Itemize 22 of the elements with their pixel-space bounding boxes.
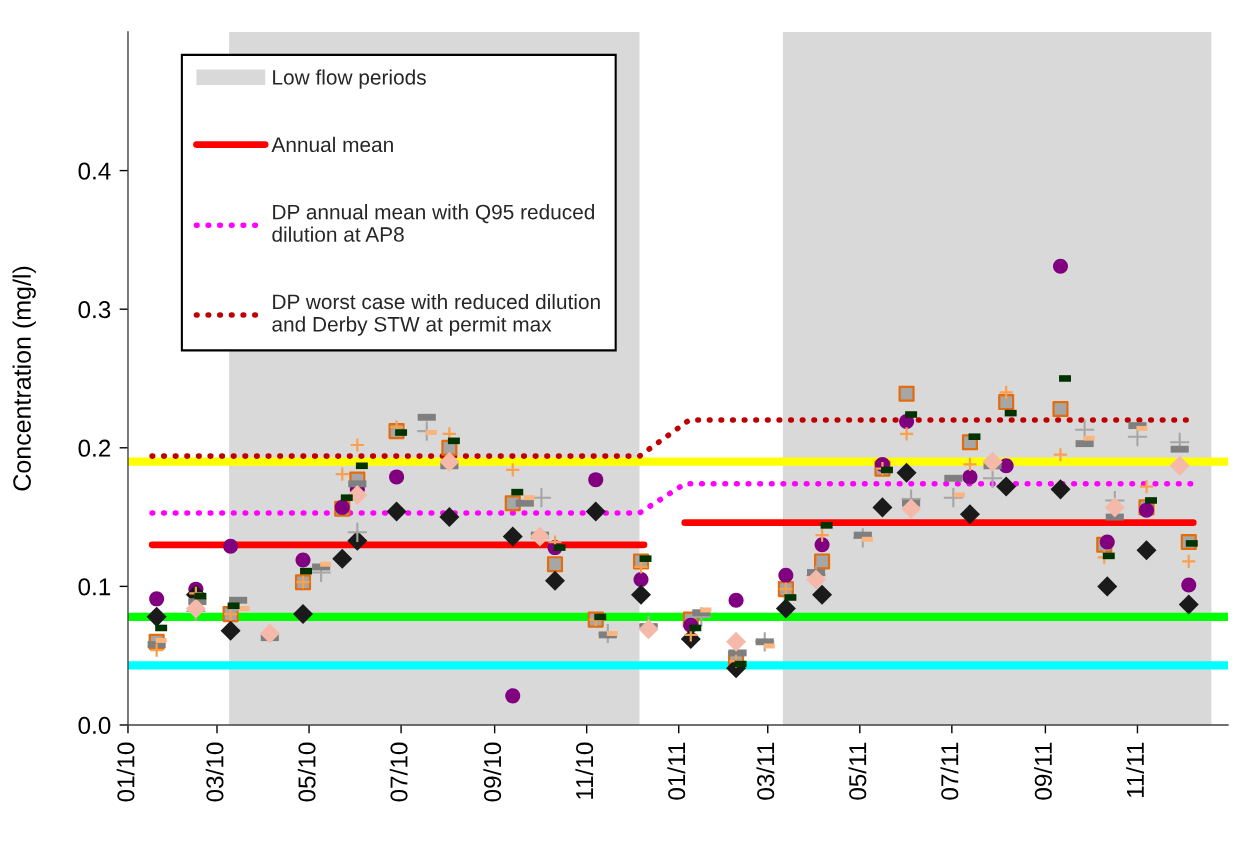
band-label: Low flow periods: [273, 69, 426, 89]
x-tick-label: 03/11: [756, 742, 775, 800]
x-tick-label: 11/10: [575, 742, 594, 799]
y-tick-label: 0.4: [78, 162, 111, 180]
y-axis-title: Concentration (mg/l): [12, 266, 36, 491]
x-tick-label: 01/11: [667, 742, 686, 800]
legend-label: DP worst case with reduced dilution and Derby STW at permit max: [272, 293, 600, 336]
y-tick-label: 0.1: [78, 578, 111, 596]
x-tick-label: 11/11: [1126, 742, 1144, 798]
x-tick-label: 03/10: [205, 742, 224, 802]
legend-label: Annual mean: [271, 136, 393, 153]
legend-label: DP annual mean with Q95 reduced dilution at AP8: [272, 204, 595, 242]
x-tick-label: 01/10: [116, 742, 135, 802]
y-tick-label: 0.2: [78, 439, 111, 457]
x-tick-label: 09/11: [1034, 742, 1052, 800]
x-tick-label: 07/10: [389, 742, 408, 802]
x-tick-label: 07/11: [940, 742, 959, 800]
y-tick-label: 0.3: [78, 301, 111, 319]
x-tick-label: 05/10: [297, 742, 316, 802]
y-tick-label: 0.0: [78, 716, 111, 735]
x-tick-label: 09/10: [483, 742, 502, 802]
x-tick-label: 05/11: [848, 742, 867, 800]
